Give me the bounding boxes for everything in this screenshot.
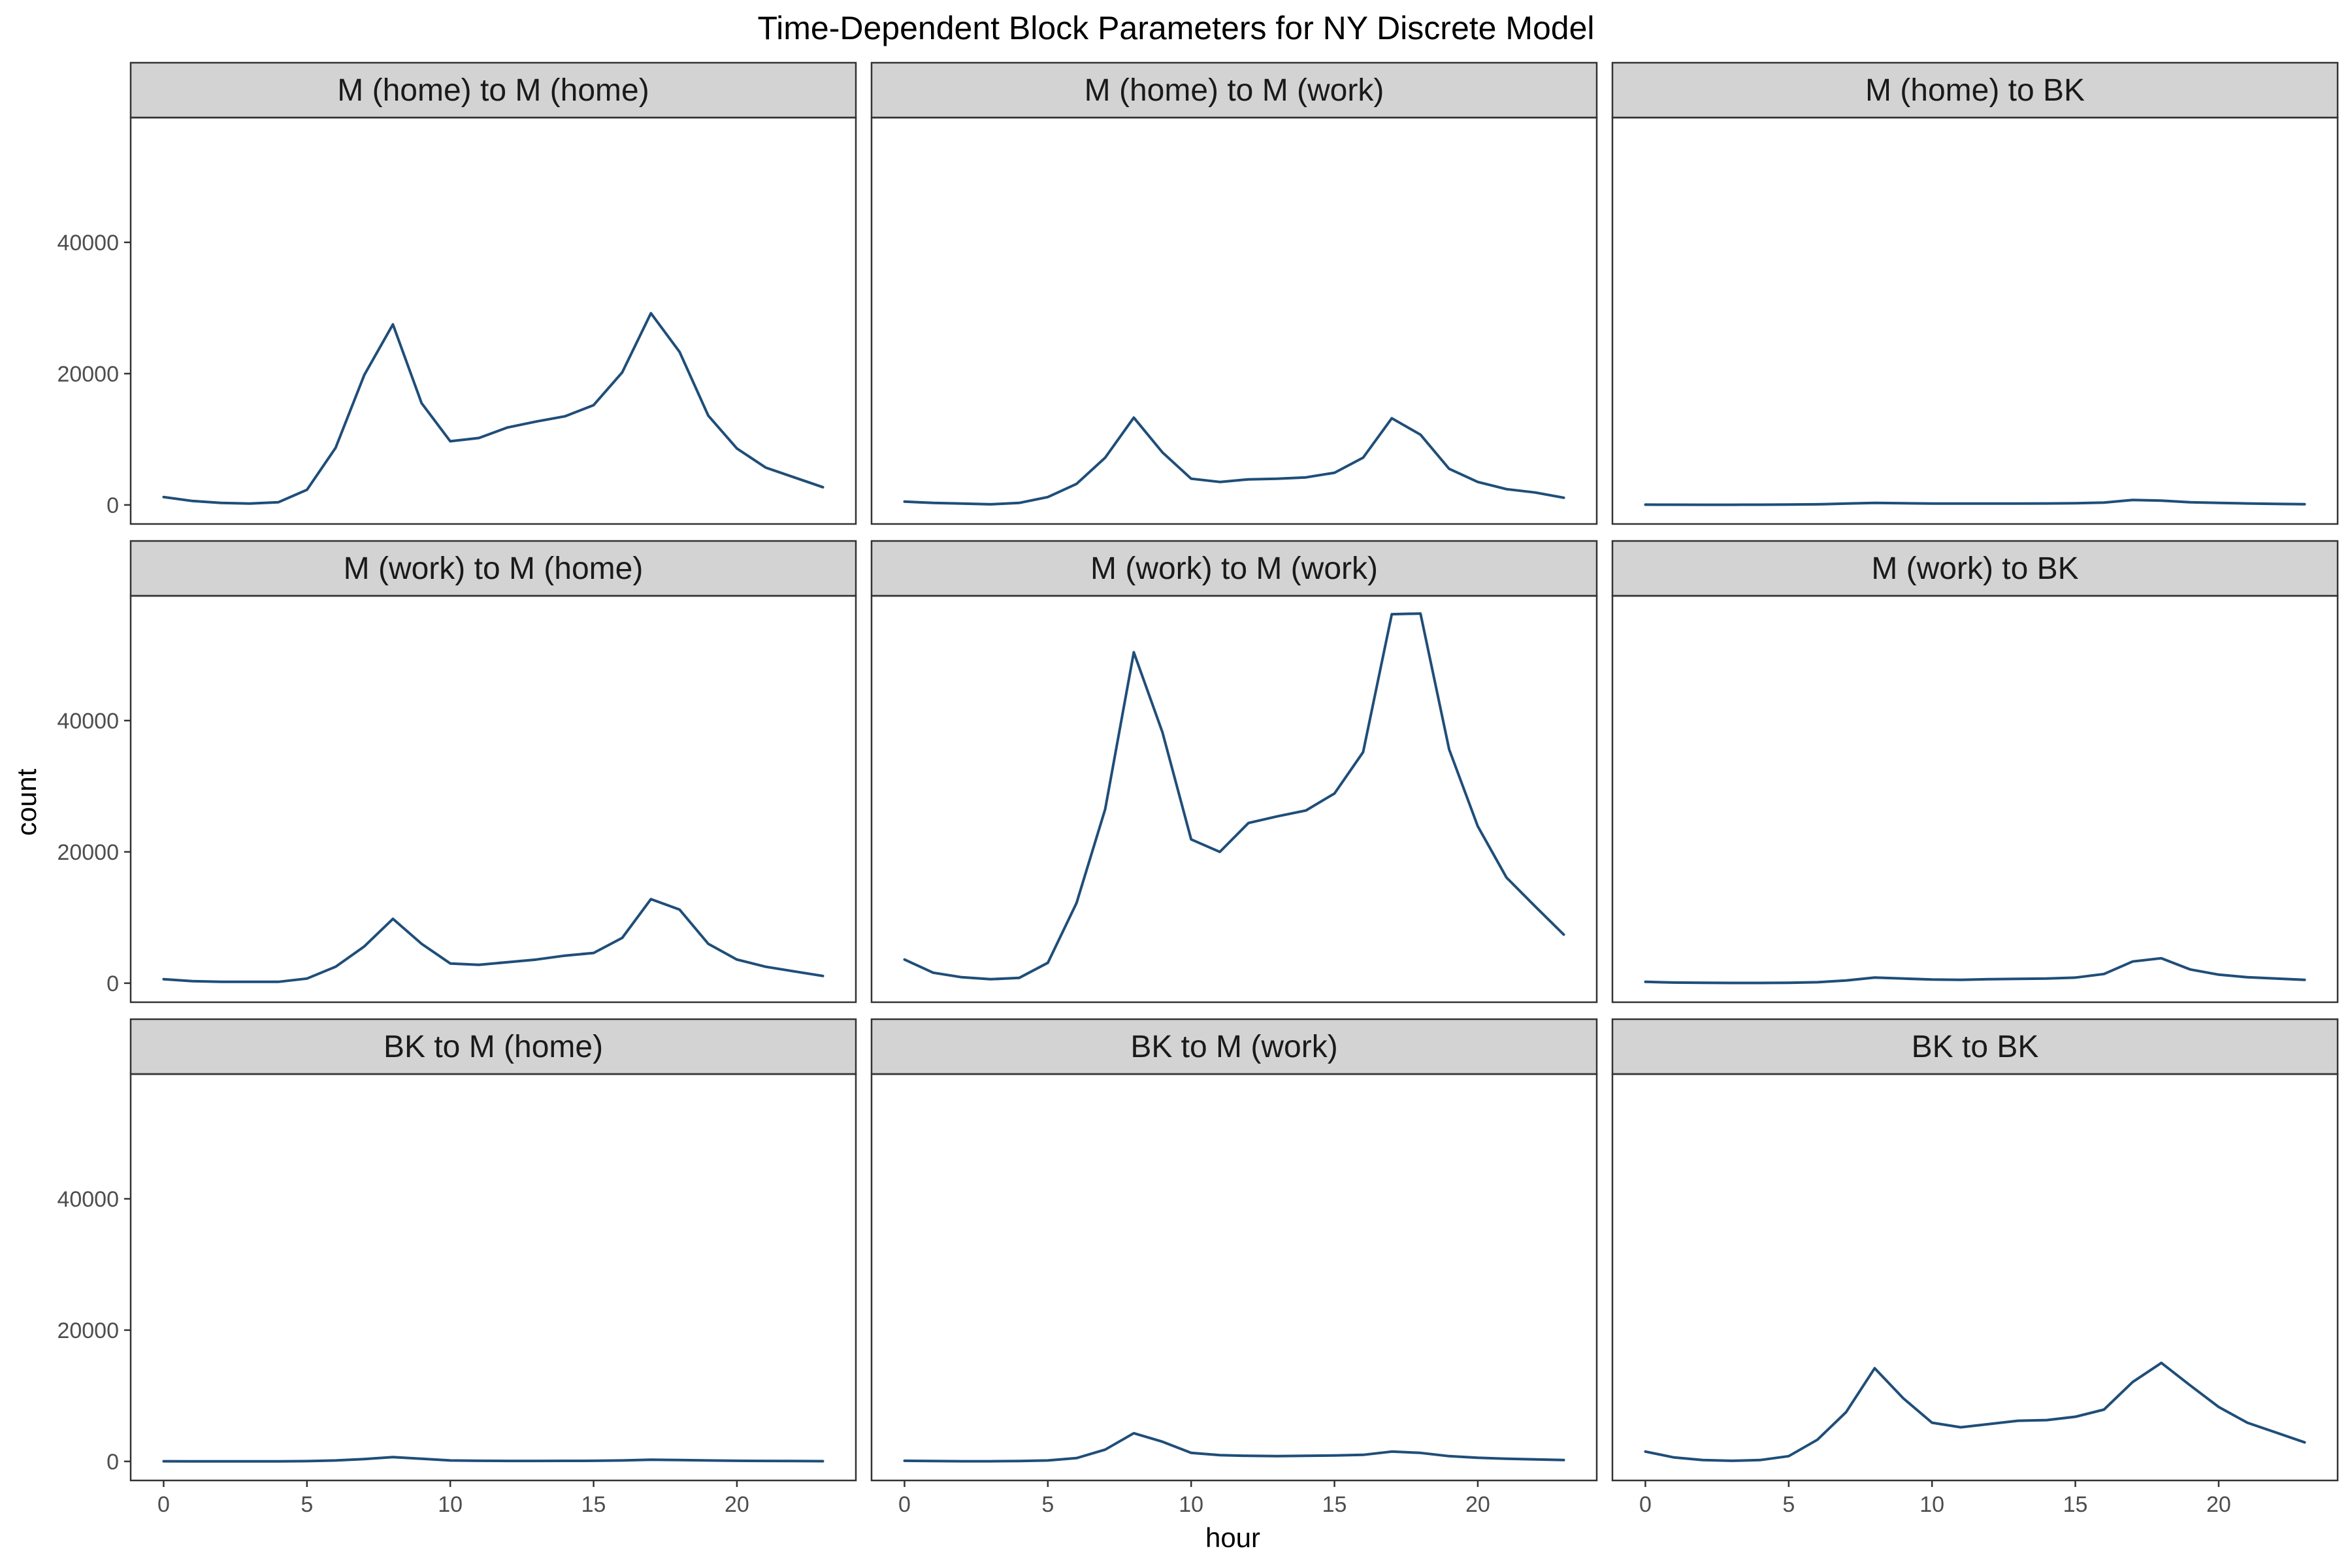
y-tick-label: 20000: [57, 362, 119, 387]
y-tick-label: 40000: [57, 1187, 119, 1212]
facet-panel: M (home) to M (home) 0 20000 40000: [57, 61, 857, 525]
y-tick-label: 20000: [57, 840, 119, 865]
panel-border: [129, 116, 857, 525]
series-line: [903, 1431, 1565, 1463]
facet-strip: [129, 61, 857, 119]
facet-panel: BK to M (home) 0 20000 40000 0 5 10 15 20: [57, 1018, 857, 1517]
x-tick-label: 15: [2063, 1492, 2088, 1517]
facet-strip-label: BK to BK: [1912, 1030, 2039, 1064]
facet-strip-label: BK to M (work): [1130, 1030, 1337, 1064]
facet-strip-label: M (work) to M (work): [1090, 551, 1378, 586]
chart-title: Time-Dependent Block Parameters for NY D…: [757, 10, 1594, 46]
panel-border: [1611, 1073, 2339, 1482]
facet-strip-label: M (home) to M (home): [337, 73, 649, 108]
facet-panel: M (work) to M (work): [870, 540, 1598, 1004]
y-tick-label: 0: [106, 1450, 119, 1475]
series-line: [1644, 956, 2306, 985]
x-tick-label: 15: [1322, 1492, 1347, 1517]
facet-strip: [1611, 61, 2339, 119]
x-tick-label: 5: [1041, 1492, 1054, 1517]
x-tick-label: 0: [1639, 1492, 1652, 1517]
facet-panel: M (home) to M (work): [870, 61, 1598, 525]
x-axis-title: hour: [1205, 1522, 1260, 1553]
panel-border: [129, 595, 857, 1004]
panel-border: [870, 595, 1598, 1004]
series-line: [162, 898, 825, 983]
series-line: [903, 612, 1565, 981]
facet-strip-label: BK to M (home): [384, 1030, 603, 1064]
y-tick-label: 0: [106, 493, 119, 518]
panel-border: [1611, 116, 2339, 525]
x-tick-label: 5: [301, 1492, 313, 1517]
facet-strip-label: M (home) to BK: [1865, 73, 2085, 108]
x-tick-label: 10: [1179, 1492, 1203, 1517]
series-line: [903, 416, 1565, 506]
y-tick-label: 40000: [57, 709, 119, 734]
x-tick-label: 0: [898, 1492, 911, 1517]
y-tick-label: 0: [106, 972, 119, 996]
facet-panel: BK to BK 0 5 10 15 20: [1611, 1018, 2339, 1517]
facet-strip-label: M (work) to BK: [1871, 551, 2078, 586]
series-line: [1644, 1362, 2306, 1462]
series-line: [162, 1456, 825, 1463]
x-tick-label: 15: [581, 1492, 606, 1517]
facet-strip: [1611, 540, 2339, 597]
panel-border: [870, 1073, 1598, 1482]
facet-panel: M (work) to M (home) 0 20000 40000: [57, 540, 857, 1004]
x-tick-label: 0: [157, 1492, 170, 1517]
x-tick-label: 20: [1465, 1492, 1490, 1517]
x-tick-label: 20: [2206, 1492, 2231, 1517]
panel-border: [870, 116, 1598, 525]
x-tick-label: 10: [438, 1492, 463, 1517]
facet-panel: M (work) to BK: [1611, 540, 2339, 1004]
facet-strip: [870, 1018, 1598, 1075]
facet-strip: [1611, 1018, 2339, 1075]
x-tick-label: 5: [1782, 1492, 1795, 1517]
panel-border: [1611, 595, 2339, 1004]
facet-strip-label: M (home) to M (work): [1085, 73, 1384, 108]
y-tick-label: 40000: [57, 231, 119, 255]
facet-strip: [129, 1018, 857, 1075]
facet-panel: M (home) to BK: [1611, 61, 2339, 525]
series-line: [1644, 498, 2306, 506]
facet-strip: [870, 61, 1598, 119]
facet-strip: [870, 540, 1598, 597]
series-line: [162, 312, 825, 505]
panel-border: [129, 1073, 857, 1482]
x-tick-label: 20: [725, 1492, 749, 1517]
y-tick-label: 20000: [57, 1318, 119, 1343]
x-tick-label: 10: [1919, 1492, 1944, 1517]
y-axis-title: count: [11, 768, 42, 836]
facet-panel: BK to M (work) 0 5 10 15 20: [870, 1018, 1598, 1517]
facet-strip-label: M (work) to M (home): [344, 551, 644, 586]
